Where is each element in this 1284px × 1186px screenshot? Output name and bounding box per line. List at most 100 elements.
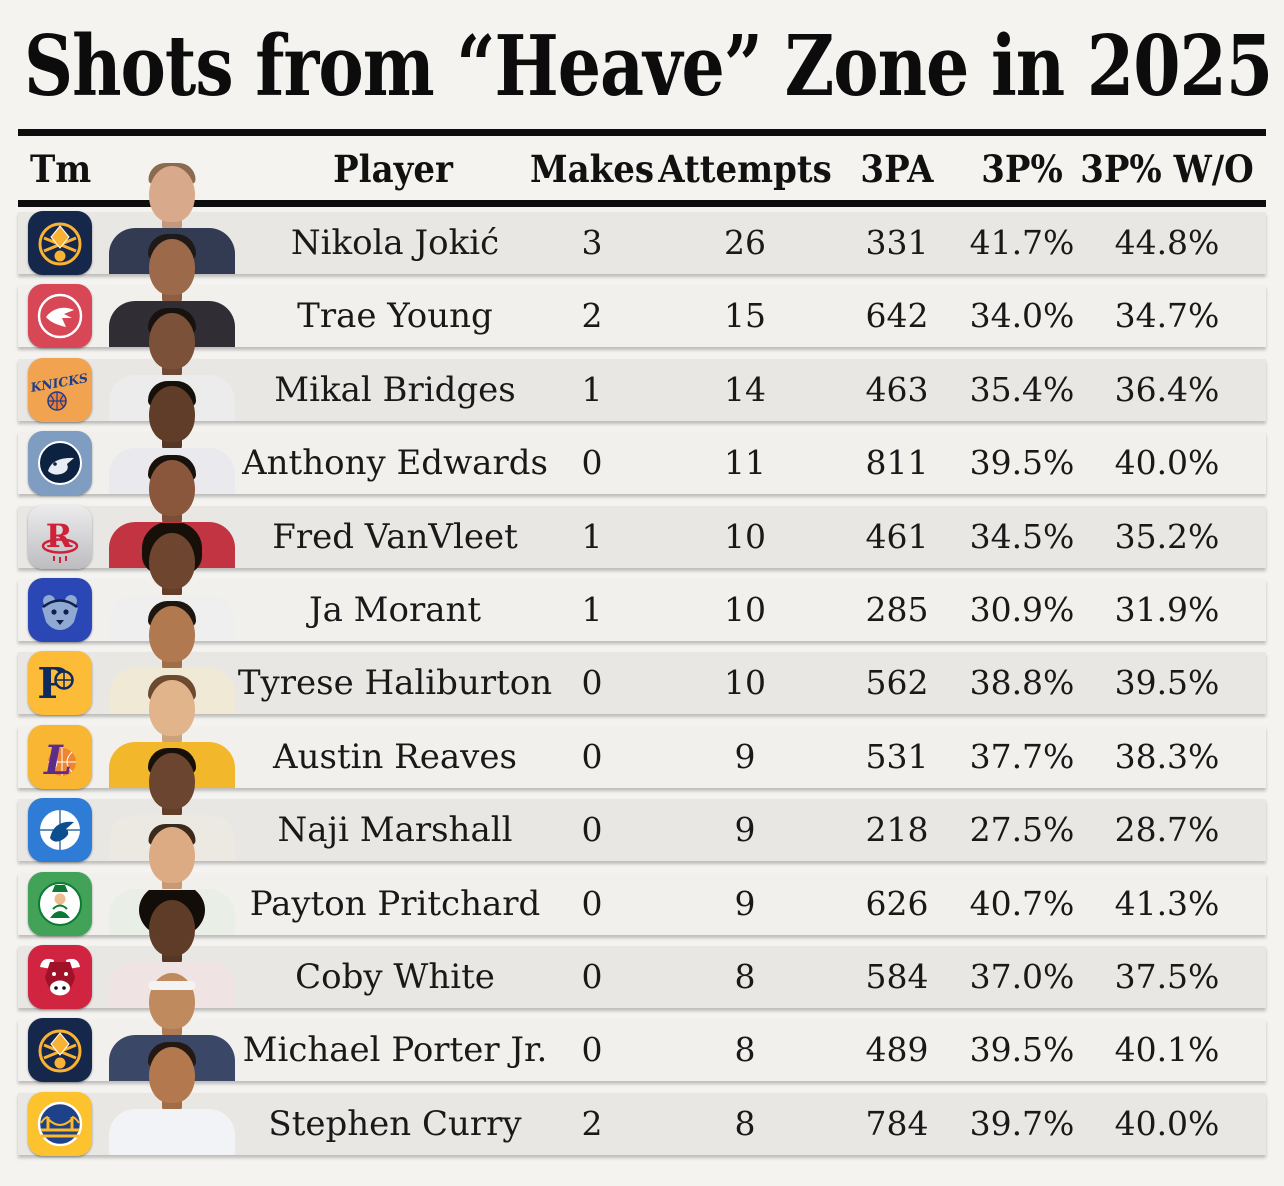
team-logo-icon-mem [28, 578, 92, 642]
player-head [149, 753, 195, 810]
3p-pct-value: 38.8% [969, 663, 1075, 703]
team-logo-icon-ind: P [28, 651, 92, 716]
makes-value: 0 [581, 957, 603, 996]
makes-value: 1 [581, 590, 603, 629]
attempts-value: 10 [724, 516, 766, 556]
3pa-value: 285 [865, 590, 929, 629]
table-row: Trae Young 2 15 642 34.0% 34.7% [18, 234, 1266, 349]
3p-pct-wo-value: 38.3% [1114, 736, 1220, 776]
attempts-value: 9 [734, 736, 756, 776]
player-head [149, 312, 195, 369]
3p-pct-wo-value: 36.4% [1114, 369, 1220, 409]
team-logo-icon-gsw [28, 1091, 92, 1156]
player-photo [107, 1037, 237, 1155]
attempts-value: 10 [724, 590, 766, 629]
team-logo-icon-lal: L [28, 724, 92, 789]
attempts-value: 9 [734, 883, 756, 923]
makes-value: 1 [581, 369, 603, 409]
player-head [149, 386, 195, 443]
svg-text:R: R [46, 517, 73, 555]
team-logo-icon-chi [28, 945, 92, 1009]
player-name: Payton Pritchard [249, 883, 541, 924]
col-header-makes: Makes [530, 148, 654, 192]
3pa-value: 642 [865, 296, 929, 336]
team-logo-icon-den [28, 211, 92, 275]
3p-pct-wo-value: 44.8% [1114, 223, 1220, 262]
player-name: Ja Morant [308, 590, 482, 630]
player-name: Stephen Curry [268, 1103, 522, 1144]
3p-pct-value: 39.5% [969, 443, 1075, 483]
player-name: Mikal Bridges [274, 369, 516, 410]
3pa-value: 626 [865, 883, 929, 923]
player-head [149, 459, 195, 516]
title-divider [18, 129, 1266, 136]
svg-text:L: L [43, 737, 72, 784]
makes-value: 2 [581, 1103, 603, 1143]
3pa-value: 562 [865, 663, 929, 703]
table-row: Anthony Edwards 0 11 811 39.5% 40.0% [18, 381, 1266, 496]
3pa-value: 463 [865, 369, 929, 409]
player-head [149, 900, 195, 956]
makes-value: 2 [581, 296, 603, 336]
3pa-value: 531 [865, 736, 929, 776]
3p-pct-value: 37.0% [969, 957, 1075, 996]
col-header-3p-pct: 3P% [981, 148, 1063, 192]
3p-pct-value: 27.5% [969, 810, 1075, 850]
makes-value: 0 [581, 443, 603, 483]
3p-pct-value: 39.5% [969, 1030, 1075, 1070]
3p-pct-wo-value: 31.9% [1114, 590, 1220, 629]
makes-value: 0 [581, 736, 603, 776]
3p-pct-wo-value: 39.5% [1114, 663, 1220, 703]
player-name: Nikola Jokić [290, 223, 500, 263]
player-head [149, 1046, 195, 1103]
team-logo-icon-hou: R [28, 504, 92, 569]
3p-pct-value: 39.7% [969, 1103, 1075, 1143]
player-head [149, 679, 195, 736]
table-row: Michael Porter Jr. 0 8 489 39.5% 40.1% [18, 973, 1266, 1083]
3pa-value: 461 [865, 516, 929, 556]
player-name: Fred VanVleet [272, 516, 518, 557]
3pa-value: 784 [865, 1103, 929, 1143]
makes-value: 3 [581, 223, 603, 262]
player-name: Michael Porter Jr. [242, 1030, 548, 1071]
attempts-value: 11 [724, 443, 766, 483]
3pa-value: 218 [865, 810, 929, 850]
player-name: Anthony Edwards [242, 443, 548, 484]
3p-pct-value: 34.5% [969, 516, 1075, 556]
player-head [149, 239, 195, 296]
3pa-value: 811 [865, 443, 929, 483]
player-name: Coby White [295, 957, 495, 997]
3p-pct-value: 34.0% [969, 296, 1075, 336]
makes-value: 0 [581, 883, 603, 923]
column-header-row: Tm Player Makes Attempts 3PA 3P% 3P% W/O [0, 148, 1284, 200]
3p-pct-wo-value: 37.5% [1114, 957, 1220, 996]
3p-pct-wo-value: 35.2% [1114, 516, 1220, 556]
col-header-3pa: 3PA [860, 148, 934, 192]
3pa-value: 331 [865, 223, 929, 262]
table-row: P Tyrese Haliburton 0 10 562 38.8% 39.5% [18, 601, 1266, 716]
makes-value: 0 [581, 1030, 603, 1070]
attempts-value: 8 [734, 957, 756, 996]
3p-pct-value: 37.7% [969, 736, 1075, 776]
player-head [149, 606, 195, 663]
3p-pct-value: 35.4% [969, 369, 1075, 409]
attempts-value: 9 [734, 810, 756, 850]
header-divider [18, 200, 1266, 207]
table-row: Nikola Jokić 3 26 331 41.7% 44.8% [18, 163, 1266, 275]
3p-pct-wo-value: 41.3% [1114, 883, 1220, 923]
col-header-team: Tm [30, 148, 92, 192]
makes-value: 0 [581, 810, 603, 850]
3p-pct-wo-value: 28.7% [1114, 810, 1220, 850]
table-row: Ja Morant 1 10 285 30.9% 31.9% [18, 523, 1266, 642]
player-jersey [109, 1108, 235, 1155]
team-logo-icon-nyk: KNICKS [28, 357, 92, 422]
attempts-value: 8 [734, 1103, 756, 1143]
player-head [149, 166, 195, 222]
page-title: Shots from “Heave” Zone in 2025 [24, 18, 1273, 116]
player-head [149, 533, 195, 589]
team-logo-icon-bos [28, 871, 92, 936]
col-header-attempts: Attempts [658, 148, 832, 192]
col-header-player: Player [333, 148, 453, 192]
3p-pct-value: 30.9% [969, 590, 1075, 629]
player-name: Austin Reaves [273, 736, 517, 777]
